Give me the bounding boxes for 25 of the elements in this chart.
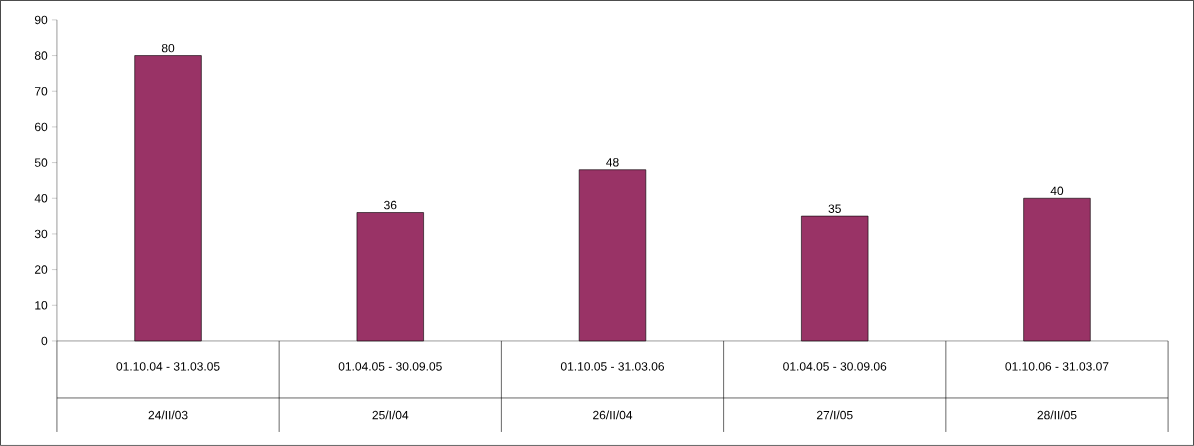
x-tick-label: 01.04.05 - 30.09.05 <box>338 362 442 371</box>
data-label: 48 <box>606 158 619 167</box>
y-tick-label: 50 <box>34 158 48 167</box>
y-tick-label: 40 <box>34 194 48 203</box>
text: 25/I/04 <box>372 410 409 420</box>
text: 24/II/03 <box>148 410 188 420</box>
y-tick-label: 80 <box>34 51 48 60</box>
x-tick-label: 01.10.04 - 31.03.05 <box>116 362 220 371</box>
x-tick-label: 01.10.06 - 31.03.07 <box>1005 362 1109 371</box>
text: 27/I/05 <box>816 410 853 420</box>
data-label: 35 <box>828 204 841 213</box>
y-tick-label: 20 <box>34 265 48 274</box>
x-tick-label: 01.10.05 - 31.03.06 <box>560 362 665 371</box>
y-tick-label: 90 <box>34 15 48 25</box>
y-tick-label: 10 <box>35 301 48 310</box>
data-label: 36 <box>384 200 397 210</box>
data-label: 80 <box>161 43 175 53</box>
y-tick-label: 60 <box>34 122 48 132</box>
y-tick-label: 30 <box>34 229 48 239</box>
data-label: 40 <box>1050 186 1064 196</box>
y-tick-label: 70 <box>34 87 48 96</box>
y-tick-label: 0 <box>41 336 48 346</box>
x-tick-label: 01.04.05 - 30.09.06 <box>783 362 887 371</box>
text: 26/II/04 <box>593 410 633 420</box>
text: 28/II/05 <box>1037 410 1077 420</box>
